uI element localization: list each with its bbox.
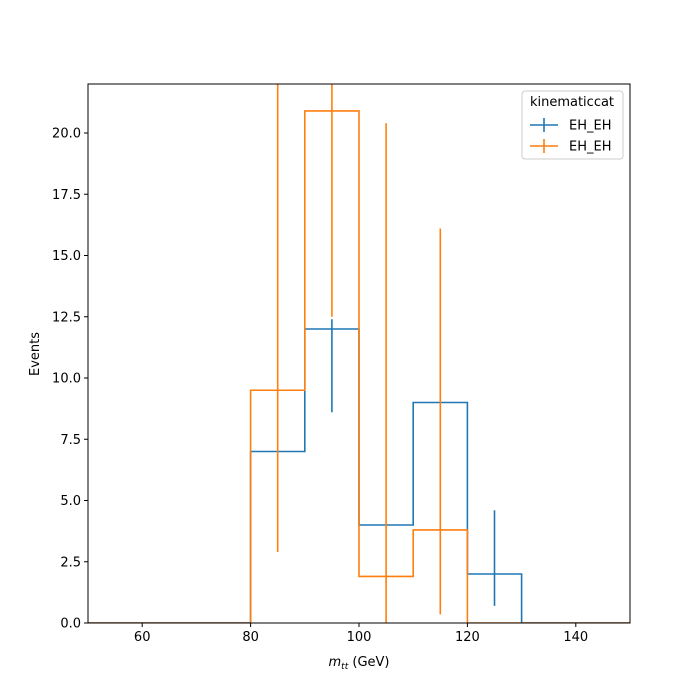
series-2 xyxy=(88,84,630,623)
y-tick-label: 20.0 xyxy=(52,127,81,142)
legend-frame xyxy=(521,90,624,160)
histogram-step-line xyxy=(88,110,630,623)
x-axis-label: mtt (GeV) xyxy=(329,655,390,672)
legend: kinematiccat EH_EH EH_EH xyxy=(521,90,624,160)
y-axis: 0.0 2.5 5.0 7.5 10.0 12.5 15.0 17.5 20.0 xyxy=(52,127,88,632)
y-tick-label: 12.5 xyxy=(52,310,81,325)
legend-entry: EH_EH xyxy=(530,118,611,134)
y-tick-label: 2.5 xyxy=(60,555,81,570)
y-tick-label: 17.5 xyxy=(52,188,81,203)
y-tick-label: 0.0 xyxy=(60,617,81,632)
x-tick-label: 120 xyxy=(455,630,480,645)
legend-title: kinematiccat xyxy=(530,95,614,110)
x-tick-label: 60 xyxy=(134,630,151,645)
y-axis-label: Events xyxy=(28,332,43,376)
x-tick-label: 80 xyxy=(242,630,259,645)
y-tick-label: 5.0 xyxy=(60,494,81,509)
x-tick-label: 140 xyxy=(563,630,588,645)
x-tick-label: 100 xyxy=(347,630,372,645)
y-tick-label: 7.5 xyxy=(60,433,81,448)
x-axis: 60 80 100 120 140 xyxy=(134,623,588,645)
legend-label: EH_EH xyxy=(569,119,611,134)
legend-entry: EH_EH xyxy=(530,139,611,155)
legend-label: EH_EH xyxy=(569,140,611,155)
y-tick-label: 15.0 xyxy=(52,249,81,264)
y-tick-label: 10.0 xyxy=(52,372,81,387)
